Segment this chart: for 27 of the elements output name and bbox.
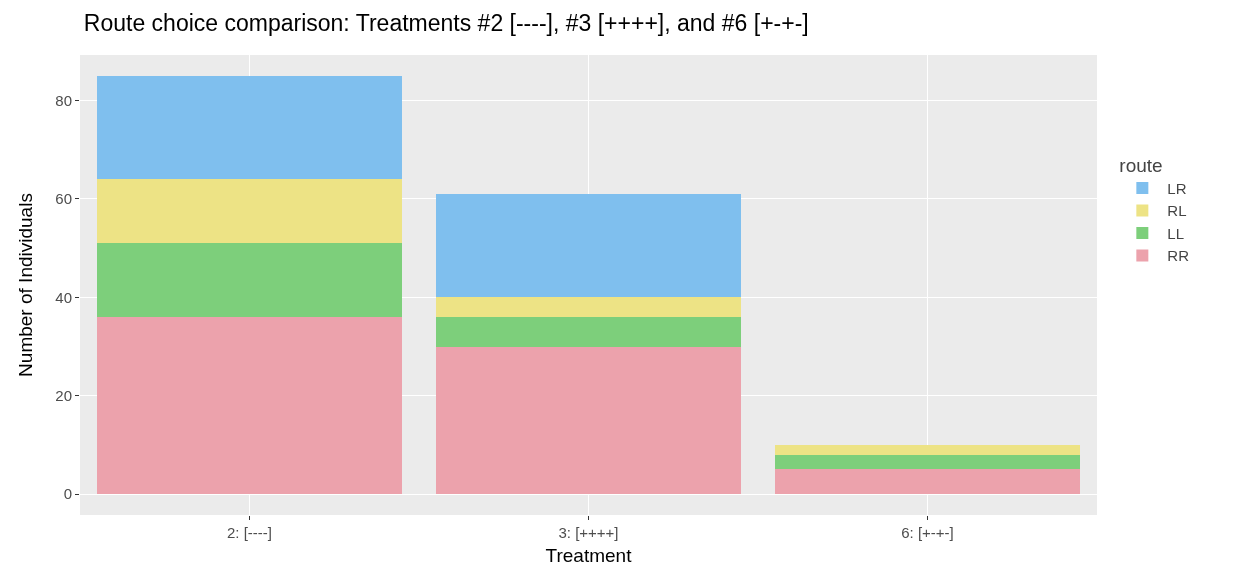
- bar: [774, 444, 1081, 455]
- bar: [435, 316, 742, 347]
- y-axis-title: Number of Individuals: [15, 193, 36, 377]
- y-tick-label: 40: [55, 288, 72, 306]
- chart-title: Route choice comparison: Treatments #2 [----], #3 [++++], and #6 [+-+-]: [83, 9, 809, 36]
- legend-title: route: [1119, 154, 1163, 176]
- x-tick-label: 3: [++++]: [558, 524, 619, 541]
- y-tick-label: 80: [55, 91, 72, 109]
- bar: [774, 454, 1081, 470]
- y-tick-label: 20: [55, 386, 72, 404]
- legend-label: LR: [1167, 179, 1187, 197]
- legend-label: RL: [1167, 202, 1187, 220]
- bar: [96, 179, 403, 244]
- bar: [774, 469, 1081, 495]
- y-tick-label: 60: [55, 190, 72, 208]
- bar: [435, 193, 742, 298]
- bar: [96, 75, 403, 180]
- y-tick-label: 0: [63, 485, 72, 503]
- x-axis-title: Treatment: [545, 544, 633, 566]
- legend-label: LL: [1167, 224, 1185, 242]
- legend-label: RR: [1167, 247, 1190, 265]
- bar: [435, 346, 742, 495]
- bar: [96, 243, 403, 317]
- bar: [96, 316, 403, 495]
- x-tick-label: 6: [+-+-]: [901, 524, 954, 541]
- x-tick-label: 2: [----]: [227, 524, 272, 541]
- bar: [435, 297, 742, 317]
